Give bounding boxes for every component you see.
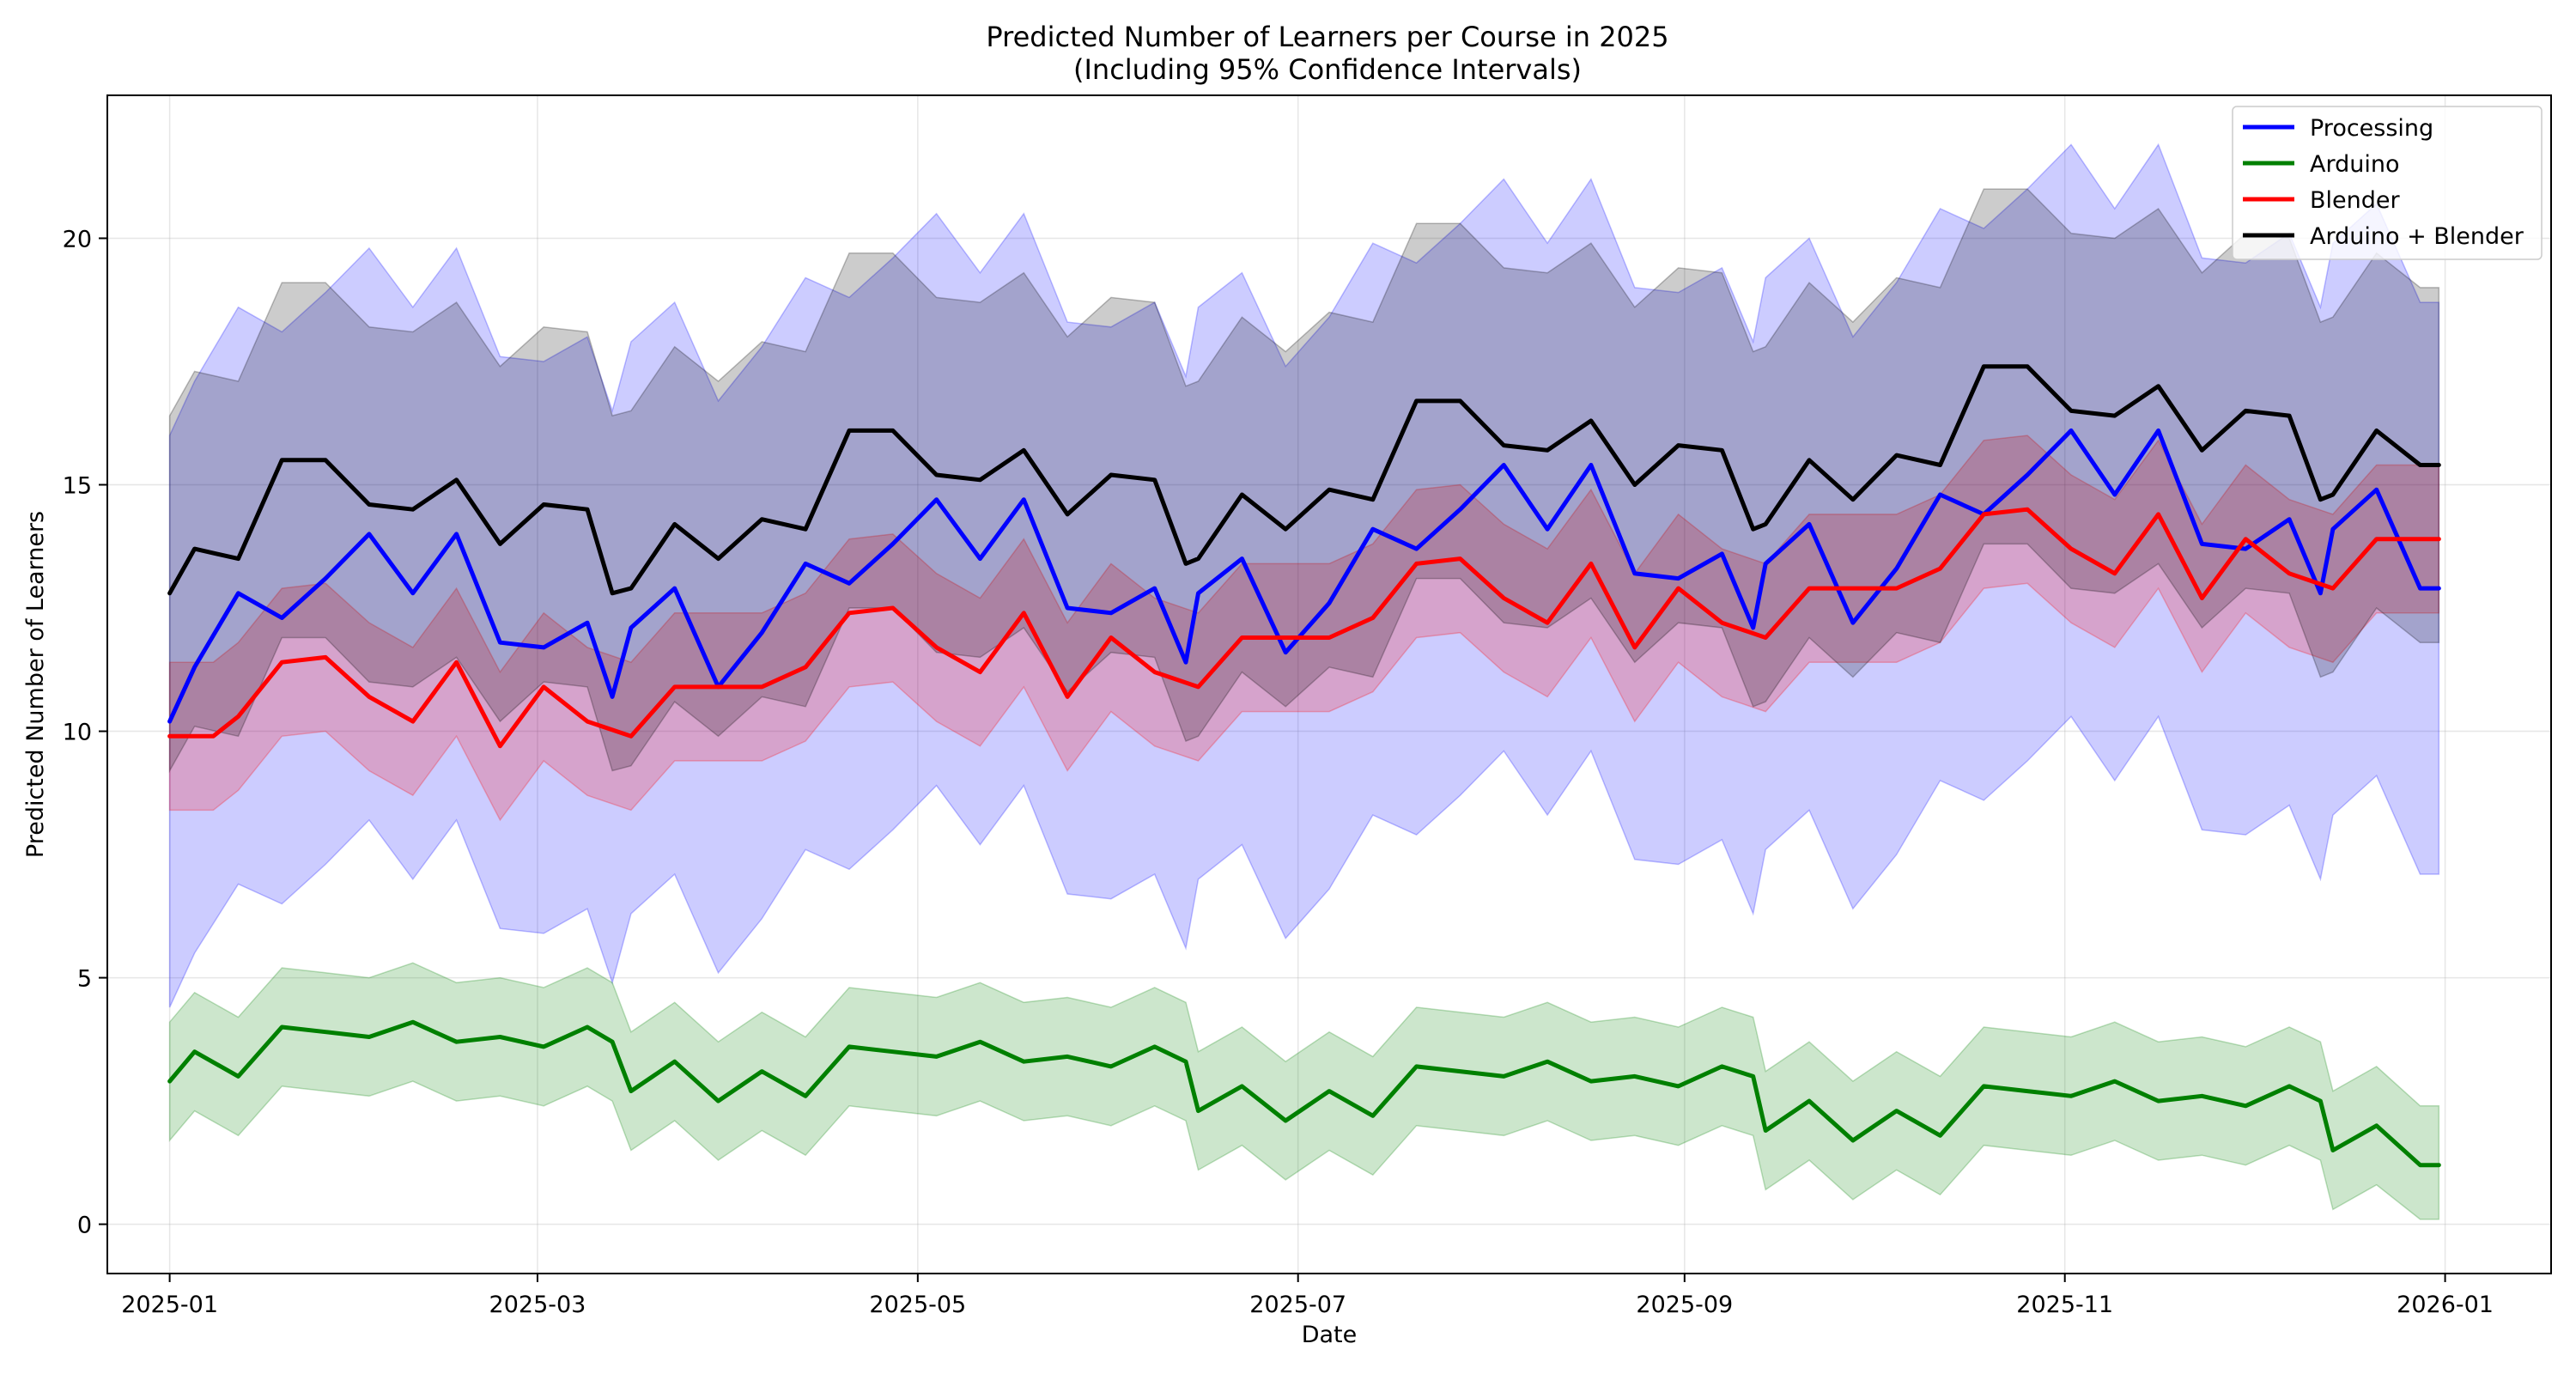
legend-label-processing: Processing xyxy=(2310,115,2433,142)
confidence-bands xyxy=(168,143,2440,1220)
series-line-blender xyxy=(167,507,2441,749)
x-tick-label: 2025-01 xyxy=(121,1292,218,1318)
x-tick-label: 2025-09 xyxy=(1636,1292,1733,1318)
series-line-arduino-blender xyxy=(167,364,2441,596)
legend-box xyxy=(2232,106,2543,260)
grid-layer xyxy=(107,95,2551,1274)
x-axis-ticks: 2025-01 2025-03 2025-05 2025-07 2025-09 2025-… xyxy=(121,1274,2494,1318)
y-tick-label: 20 xyxy=(63,226,92,252)
legend-label-arduino: Arduino xyxy=(2310,151,2399,178)
confidence-band-processing xyxy=(168,143,2440,1008)
x-tick-label: 2026-01 xyxy=(2397,1292,2494,1318)
x-tick-label: 2025-03 xyxy=(489,1292,586,1318)
confidence-band-arduino xyxy=(168,962,2440,1220)
confidence-band-blender xyxy=(168,435,2440,822)
legend: Processing Arduino Blender Arduino + Blende… xyxy=(2232,106,2543,260)
plot-frame xyxy=(106,94,2552,1274)
chart-subtitle: (Including 95% Confidence Intervals) xyxy=(1073,53,1582,86)
y-axis-ticks: 0 5 10 15 20 xyxy=(63,226,107,1239)
y-axis-label: Predicted Number of Learners xyxy=(22,511,49,858)
x-tick-label: 2025-07 xyxy=(1249,1292,1346,1318)
legend-items: Processing Arduino Blender Arduino + Blende… xyxy=(2243,115,2524,250)
y-tick-label: 5 xyxy=(77,966,92,993)
x-tick-label: 2025-05 xyxy=(869,1292,966,1318)
y-tick-label: 15 xyxy=(63,473,92,500)
y-tick-label: 10 xyxy=(63,720,92,746)
series-lines xyxy=(167,364,2441,1168)
x-axis-label: Date xyxy=(1302,1322,1358,1348)
x-tick-label: 2025-11 xyxy=(2016,1292,2113,1318)
legend-label-arduino-blender: Arduino + Blender xyxy=(2310,223,2524,250)
chart-title: Predicted Number of Learners per Course … xyxy=(986,21,1668,53)
legend-label-blender: Blender xyxy=(2310,187,2400,214)
y-tick-label: 0 xyxy=(77,1213,92,1239)
series-line-processing xyxy=(167,428,2441,724)
series-line-arduino xyxy=(167,1019,2441,1168)
